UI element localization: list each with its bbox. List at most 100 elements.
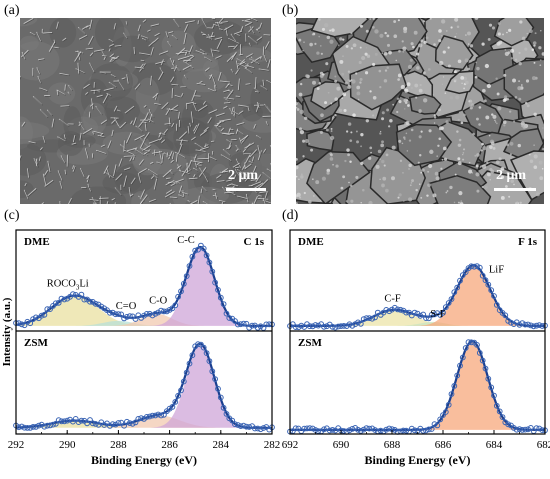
data-point [229, 417, 236, 424]
data-point [24, 425, 31, 431]
data-point [513, 426, 520, 433]
data-point [482, 365, 489, 372]
data-point [243, 320, 250, 327]
data-point [519, 427, 526, 433]
data-point [161, 308, 167, 315]
data-point [21, 424, 28, 431]
data-point [411, 427, 418, 434]
data-point [510, 425, 517, 431]
x-tick-label: 690 [333, 439, 350, 451]
data-point [121, 422, 127, 429]
data-point [491, 293, 497, 299]
data-point [315, 322, 322, 329]
data-point [232, 318, 238, 324]
data-point [186, 360, 193, 367]
data-point [491, 392, 497, 399]
subplot-label: DME [24, 236, 50, 248]
data-point [465, 339, 472, 346]
data-point [355, 426, 361, 433]
data-point [499, 414, 506, 421]
x-tick-label: 688 [384, 439, 401, 451]
data-point [323, 323, 330, 330]
data-point [391, 304, 398, 311]
data-point [383, 307, 390, 313]
data-point [158, 307, 165, 314]
data-point [223, 411, 230, 417]
data-point [149, 412, 156, 419]
data-point [459, 354, 466, 361]
data-point [146, 413, 153, 420]
data-point [400, 427, 407, 434]
data-point [212, 376, 219, 383]
data-point [92, 300, 99, 307]
data-point [408, 312, 415, 319]
sem-image-b: 2 μm [296, 18, 544, 204]
data-point [366, 315, 373, 322]
x-tick-label: 292 [8, 439, 25, 451]
data-point [431, 311, 438, 318]
data-point [246, 424, 253, 430]
data-point [335, 323, 342, 330]
data-point [377, 427, 384, 434]
data-point [292, 425, 299, 432]
data-point [109, 309, 116, 316]
data-point [126, 313, 133, 320]
data-point [186, 263, 193, 269]
data-point [295, 324, 302, 331]
data-point [175, 392, 182, 399]
data-point [70, 291, 76, 298]
data-point [516, 426, 523, 433]
data-point [485, 375, 492, 382]
data-point [369, 425, 376, 432]
fit-envelope [16, 342, 272, 429]
data-point [519, 320, 526, 327]
x-tick-label: 288 [110, 439, 127, 451]
data-point [505, 421, 512, 428]
data-point [235, 321, 241, 328]
data-point [530, 323, 537, 330]
panel-label-b: (b) [282, 3, 299, 18]
data-point [166, 307, 173, 313]
data-point [488, 287, 495, 294]
data-point [175, 293, 182, 300]
peak-annotation: C-O [149, 296, 168, 307]
data-point [442, 409, 449, 415]
xps-c-subplot-dme: DME C 1s ROCO3Li C=O C-O C-C [13, 235, 275, 331]
data-point [533, 322, 540, 329]
data-point [172, 302, 179, 309]
data-point [203, 252, 210, 259]
data-point [457, 277, 463, 284]
data-point [215, 385, 221, 392]
data-point [33, 424, 39, 430]
xps-d-subplot-dme: DME F 1s C-F S-F LiF [287, 236, 548, 331]
data-point [27, 425, 34, 431]
data-point [152, 310, 159, 317]
data-point [420, 311, 427, 318]
scale-label-a: 2 μm [228, 168, 259, 183]
data-point [206, 358, 213, 365]
data-point [306, 425, 313, 432]
data-point [369, 315, 376, 322]
peak-annotation: C=O [116, 301, 137, 312]
data-point [357, 320, 364, 327]
data-point [44, 306, 51, 313]
data-point [257, 426, 264, 433]
data-point [493, 302, 500, 308]
data-point [126, 420, 133, 427]
data-point [112, 421, 119, 428]
data-point [260, 425, 267, 431]
data-point [180, 280, 187, 287]
data-point [454, 284, 461, 291]
data-point [237, 423, 244, 430]
plot-frame [289, 229, 546, 435]
data-point [355, 319, 361, 326]
data-point [240, 320, 247, 327]
data-point [101, 422, 108, 428]
data-point [425, 315, 432, 322]
data-point [24, 318, 31, 325]
x-tick-label: 284 [213, 439, 230, 451]
xps-c-subplot-zsm: ZSM [13, 337, 275, 433]
data-point [209, 368, 216, 375]
data-point [496, 408, 503, 415]
